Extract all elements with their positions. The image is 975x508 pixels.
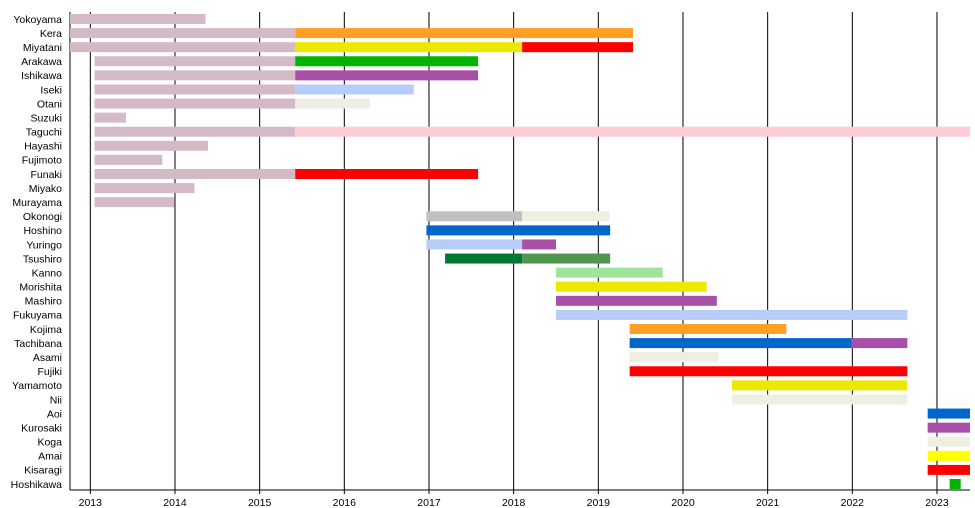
bar-segment-koga xyxy=(927,436,970,447)
x-tick-label: 2017 xyxy=(417,497,441,508)
bar-segment-tachibana xyxy=(851,338,908,349)
bar-segment-asami xyxy=(629,352,719,363)
bar-segment-amai xyxy=(927,450,970,461)
bar-segment-funaki xyxy=(94,169,296,179)
row-label: Kurosaki xyxy=(21,422,62,434)
row-label: Yuringo xyxy=(26,239,62,251)
bar-segment-murayama xyxy=(94,197,175,208)
row-label: Hoshino xyxy=(23,225,62,237)
row-label: Kanno xyxy=(32,267,63,279)
bar-segment-nii xyxy=(732,394,908,405)
row-label: Kera xyxy=(40,28,62,40)
bar-segment-yamamoto xyxy=(732,380,908,391)
row-labels: Yokoyama Kera Miyatani Arakawa Ishikawa Iseki… xyxy=(11,14,63,491)
bar-segment-tsushiro xyxy=(522,253,611,264)
row-label: Tachibana xyxy=(14,338,62,350)
row-label: Murayama xyxy=(12,197,62,209)
x-tick-label: 2019 xyxy=(587,497,611,508)
x-tick-label: 2018 xyxy=(502,497,526,508)
row-label: Yokoyama xyxy=(13,14,62,26)
row-label: Arakawa xyxy=(21,56,62,68)
bar-segment-yuringo xyxy=(522,239,556,250)
bar-segment-otani xyxy=(94,98,296,109)
bars xyxy=(70,14,970,489)
x-tick-label: 2021 xyxy=(756,497,780,508)
row-label: Hoshikawa xyxy=(11,479,63,491)
row-label: Mashiro xyxy=(25,296,63,308)
bar-segment-arakawa xyxy=(295,56,479,67)
bar-segment-kisaragi xyxy=(927,464,970,475)
bar-segment-taguchi xyxy=(94,126,296,137)
row-label: Ishikawa xyxy=(21,70,62,82)
bar-segment-kera xyxy=(295,28,634,39)
bar-segment-okonogi xyxy=(426,211,523,222)
row-label: Fujiki xyxy=(37,366,62,378)
bar-segment-kurosaki xyxy=(927,422,970,433)
row-label: Morishita xyxy=(19,282,62,294)
x-axis: 2013 2014 2015 2016 2017 2018 2019 2020 2021 2022… xyxy=(70,489,970,508)
x-tick-label: 2014 xyxy=(163,497,187,508)
x-tick-label: 2023 xyxy=(925,497,949,508)
row-label: Kisaragi xyxy=(24,465,62,477)
bar-segment-arakawa xyxy=(94,56,296,67)
row-label: Nii xyxy=(50,394,62,406)
row-label: Tsushiro xyxy=(23,253,62,265)
row-label: Iseki xyxy=(40,84,62,96)
row-label: Suzuki xyxy=(30,112,62,124)
bar-segment-suzuki xyxy=(94,112,126,123)
row-label: Yamamoto xyxy=(12,380,62,392)
bar-segment-miyatani xyxy=(522,42,634,53)
row-label: Hayashi xyxy=(24,141,62,153)
row-label: Okonogi xyxy=(23,211,62,223)
row-label: Miyako xyxy=(29,183,62,195)
x-tick-label: 2022 xyxy=(841,497,865,508)
gridlines xyxy=(69,12,938,494)
bar-segment-hoshino xyxy=(426,225,611,236)
row-label: Funaki xyxy=(30,169,62,181)
row-label: Taguchi xyxy=(26,127,62,139)
bar-segment-ishikawa xyxy=(94,70,296,81)
bar-segment-morishita xyxy=(555,281,707,292)
bar-segment-yokoyama xyxy=(70,14,206,24)
bar-segment-mashiro xyxy=(555,295,717,306)
bar-segment-kera xyxy=(70,28,296,39)
bar-segment-hoshikawa xyxy=(949,479,961,489)
bar-segment-miyatani xyxy=(70,42,296,53)
bar-segment-fujimoto xyxy=(94,154,163,165)
bar-segment-kanno xyxy=(555,267,663,278)
row-label: Fujimoto xyxy=(22,155,62,167)
bar-segment-fujiki xyxy=(629,366,908,377)
x-tick-label: 2013 xyxy=(79,497,103,508)
row-label: Amai xyxy=(38,451,62,463)
bar-segment-funaki xyxy=(295,169,479,179)
row-label: Koga xyxy=(37,437,62,449)
row-label: Otani xyxy=(37,98,62,110)
bar-segment-miyako xyxy=(94,183,195,194)
row-label: Asami xyxy=(33,352,62,364)
x-tick-label: 2020 xyxy=(671,497,695,508)
bar-segment-tsushiro xyxy=(445,253,523,264)
bar-segment-ishikawa xyxy=(295,70,479,81)
bar-segment-kojima xyxy=(629,324,787,334)
x-tick-label: 2016 xyxy=(333,497,357,508)
bar-segment-iseki xyxy=(295,84,414,95)
row-label: Fukuyama xyxy=(13,310,62,322)
x-tick-label: 2015 xyxy=(248,497,272,508)
bar-segment-aoi xyxy=(927,408,970,419)
bar-segment-fukuyama xyxy=(555,309,908,320)
bar-segment-iseki xyxy=(94,84,296,95)
row-label: Aoi xyxy=(47,408,62,420)
bar-segment-yuringo xyxy=(426,239,523,250)
bar-segment-taguchi xyxy=(295,126,970,137)
bar-segment-okonogi xyxy=(522,211,610,222)
row-label: Miyatani xyxy=(23,42,62,54)
bar-segment-miyatani xyxy=(295,42,523,53)
bar-segment-otani xyxy=(295,98,370,109)
row-label: Kojima xyxy=(30,324,62,336)
bar-segment-tachibana xyxy=(629,338,852,349)
bar-segment-hayashi xyxy=(94,140,209,151)
